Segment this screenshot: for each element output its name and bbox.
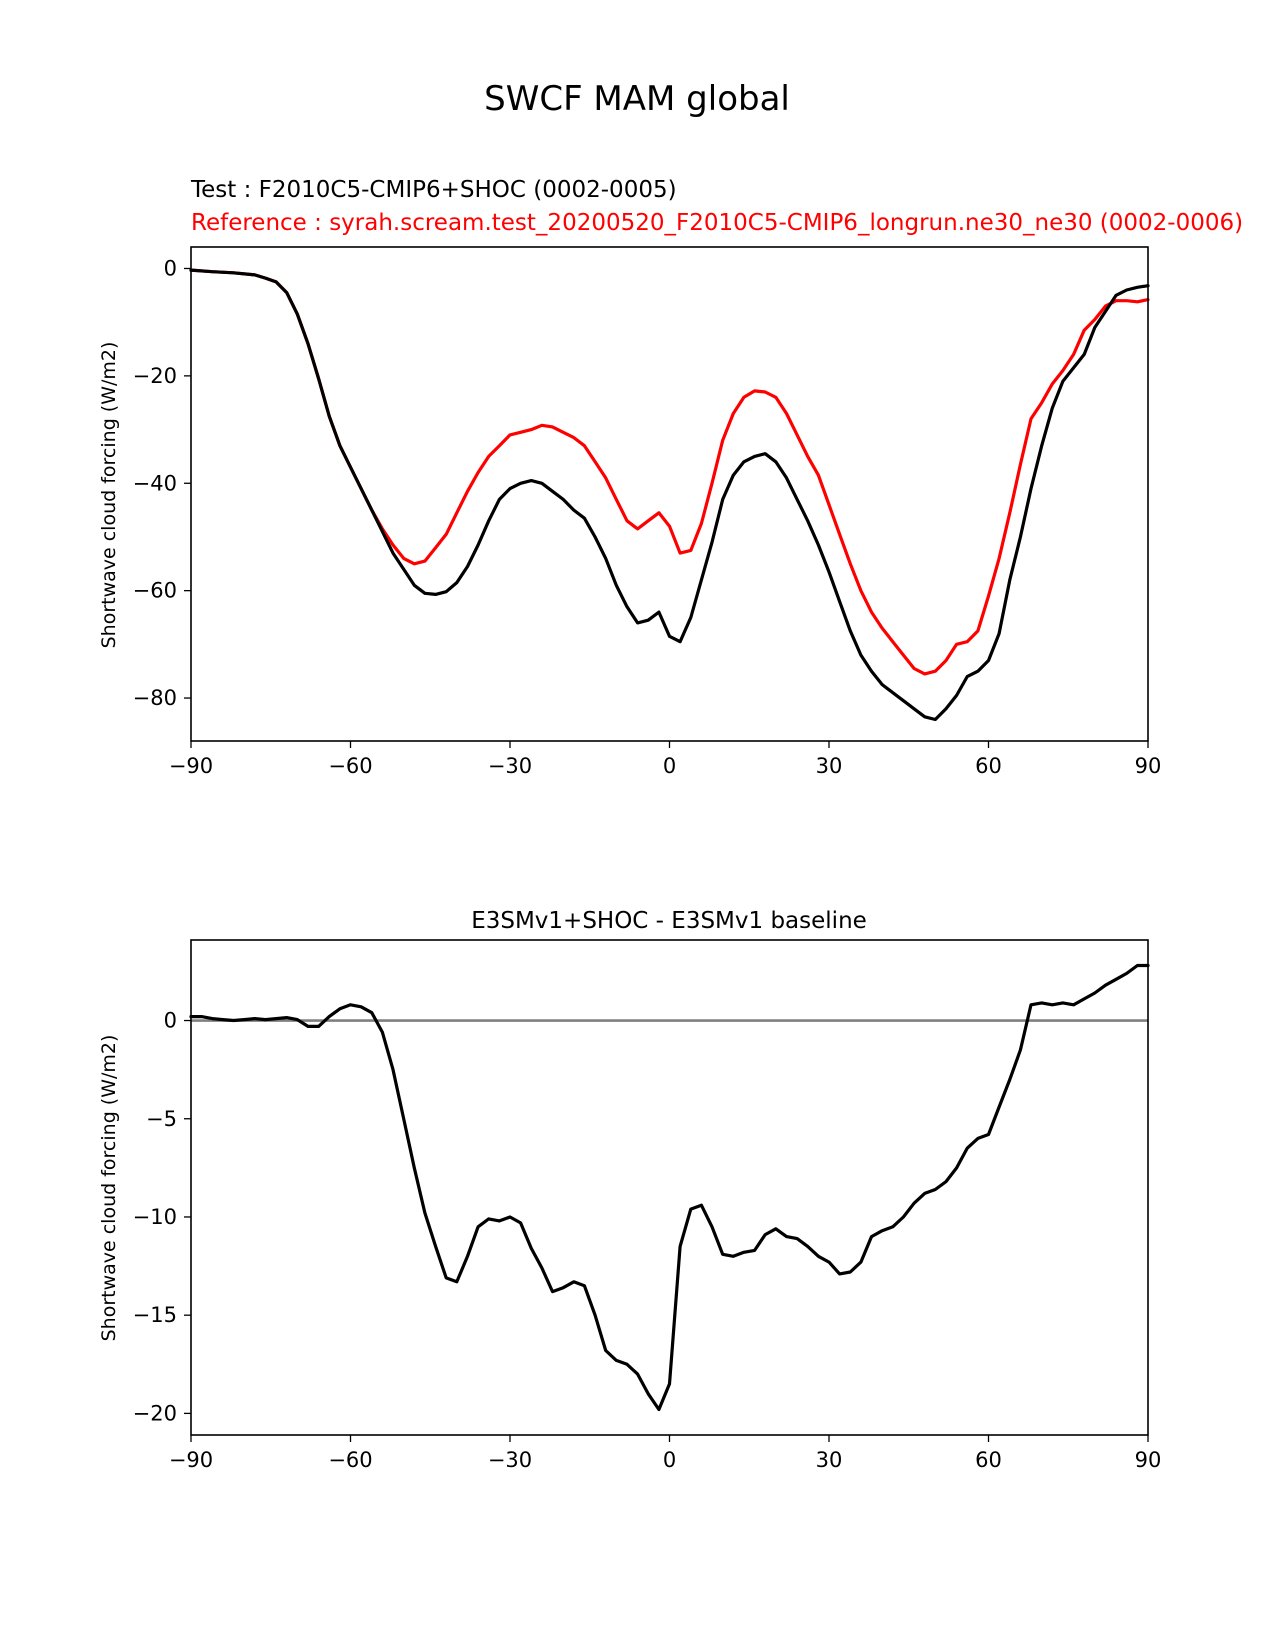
series-lines-bottom (189, 963, 1150, 1412)
test-label: Test : F2010C5-CMIP6+SHOC (0002-0005) (190, 177, 677, 203)
y-axis-label-top: Shortwave cloud forcing (W/m2) (98, 342, 120, 649)
x-tick-label: −90 (169, 1448, 213, 1472)
y-tick-label: −5 (146, 1107, 177, 1131)
x-tick-label: 0 (663, 1448, 676, 1472)
x-tick-label: 60 (975, 754, 1002, 778)
y-tick-label: 0 (164, 256, 177, 280)
axes-ticks-bottom: −90 −60 −30 0 30 60 90 0 −5 −10 −15 −20 (133, 1009, 1162, 1472)
x-tick-label: −90 (169, 754, 213, 778)
x-tick-label: 90 (1135, 1448, 1162, 1472)
series-line-e3smv1-shoc-e3smv1-baseline (189, 963, 1150, 1412)
y-tick-label: −60 (133, 579, 177, 603)
x-tick-label: 30 (816, 1448, 843, 1472)
x-tick-label: −30 (488, 1448, 532, 1472)
axes-ticks-top: −90 −60 −30 0 30 60 90 0 −20 −40 −60 −80 (133, 256, 1162, 778)
plot-frame-bottom (190, 939, 1149, 1436)
x-tick-label: −60 (328, 754, 372, 778)
x-tick-label: 30 (816, 754, 843, 778)
bottom-panel-title: E3SMv1+SHOC - E3SMv1 baseline (471, 908, 867, 934)
y-tick-label: −80 (133, 686, 177, 710)
x-tick-label: 60 (975, 1448, 1002, 1472)
y-tick-label: −20 (133, 364, 177, 388)
y-tick-label: −15 (133, 1303, 177, 1327)
x-tick-label: −60 (328, 1448, 372, 1472)
y-tick-label: −20 (133, 1401, 177, 1425)
series-lines-top (189, 268, 1150, 722)
top-panel: Test : F2010C5-CMIP6+SHOC (0002-0005) Re… (98, 177, 1243, 778)
x-tick-label: 90 (1135, 754, 1162, 778)
x-tick-label: −30 (488, 754, 532, 778)
reference-label: Reference : syrah.scream.test_20200520_F… (191, 210, 1243, 236)
plot-frame-top (190, 246, 1149, 742)
series-line-test (189, 268, 1150, 722)
y-axis-label-bottom: Shortwave cloud forcing (W/m2) (98, 1035, 120, 1342)
y-tick-label: −10 (133, 1205, 177, 1229)
bottom-panel: E3SMv1+SHOC - E3SMv1 baseline Shortwave … (98, 908, 1161, 1472)
y-tick-label: −40 (133, 471, 177, 495)
y-tick-label: 0 (164, 1009, 177, 1033)
figure-title: SWCF MAM global (484, 79, 790, 119)
x-tick-label: 0 (663, 754, 676, 778)
